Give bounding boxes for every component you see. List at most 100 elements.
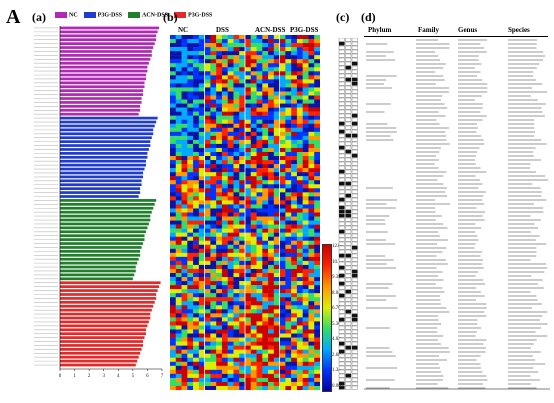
heatmap-cell bbox=[210, 216, 217, 221]
heatmap-cell bbox=[187, 99, 194, 104]
heatmap-cell bbox=[291, 228, 298, 233]
heatmap-cell bbox=[245, 301, 251, 306]
heatmap-cell bbox=[308, 172, 315, 177]
heatmap-cell bbox=[175, 192, 182, 197]
heatmap-cell bbox=[175, 349, 182, 354]
heatmap-cell bbox=[285, 377, 292, 383]
heatmap-cell bbox=[279, 147, 286, 153]
heatmap-cell bbox=[296, 160, 303, 165]
heatmap-cell bbox=[245, 79, 251, 84]
heatmap-cell bbox=[193, 192, 200, 197]
heatmap-cell bbox=[262, 212, 269, 217]
heatmap-cell bbox=[193, 337, 200, 342]
heatmap-cell bbox=[170, 204, 176, 209]
heatmap-cell bbox=[239, 160, 246, 165]
heatmap-cell bbox=[198, 123, 205, 128]
heatmap-cell bbox=[268, 297, 275, 302]
heatmap-cell bbox=[250, 63, 257, 68]
bar bbox=[60, 93, 144, 96]
heatmap-cell bbox=[302, 232, 309, 237]
heatmap-cell bbox=[170, 297, 176, 302]
grid-cell bbox=[338, 41, 345, 46]
heatmap-cell bbox=[296, 204, 303, 209]
heatmap-cell bbox=[233, 268, 240, 274]
heatmap-cell bbox=[291, 111, 298, 116]
heatmap-cell bbox=[245, 260, 251, 266]
heatmap-cell bbox=[187, 55, 194, 60]
grid-cell bbox=[351, 81, 358, 86]
heatmap-cell bbox=[187, 369, 194, 375]
heatmap-cell bbox=[262, 79, 269, 84]
heatmap-cell bbox=[256, 55, 263, 60]
heatmap-cell bbox=[187, 361, 194, 366]
heatmap-cell bbox=[245, 273, 251, 278]
heatmap-cell bbox=[221, 87, 228, 92]
heatmap-cell bbox=[314, 244, 320, 250]
heatmap-cell bbox=[250, 75, 257, 80]
heatmap-cell bbox=[181, 232, 188, 237]
heatmap-cell bbox=[175, 369, 182, 375]
grid-cell bbox=[345, 177, 352, 182]
heatmap-cell bbox=[204, 160, 211, 165]
heatmap-cell bbox=[170, 119, 176, 124]
heatmap-cell bbox=[262, 293, 269, 298]
grid-cell bbox=[338, 249, 345, 254]
heatmap-cell bbox=[198, 172, 205, 177]
heatmap-cell bbox=[198, 333, 205, 338]
heatmap-cell bbox=[256, 95, 263, 100]
heatmap-cell bbox=[187, 164, 194, 169]
heatmap-cell bbox=[170, 160, 176, 165]
heatmap-cell bbox=[239, 377, 246, 383]
heatmap-cell bbox=[170, 83, 176, 88]
heatmap-cell bbox=[302, 67, 309, 72]
heatmap-cell bbox=[302, 216, 309, 221]
heatmap-cell bbox=[273, 337, 280, 342]
grid-cell bbox=[351, 89, 358, 94]
heatmap-cell bbox=[204, 361, 211, 366]
heatmap-cell bbox=[187, 212, 194, 217]
heatmap-cell bbox=[170, 264, 176, 270]
heatmap-cell bbox=[216, 59, 223, 64]
grid-cell bbox=[345, 261, 352, 266]
heatmap-cell bbox=[268, 91, 275, 96]
heatmap-cell bbox=[198, 99, 205, 104]
heatmap-cell bbox=[245, 71, 251, 76]
heatmap-cell bbox=[187, 357, 194, 362]
bar bbox=[60, 46, 154, 49]
heatmap-cell bbox=[250, 248, 257, 254]
heatmap-cell bbox=[227, 357, 234, 362]
grid-cell bbox=[338, 277, 345, 282]
grid-cell bbox=[338, 241, 345, 246]
heatmap-cell bbox=[193, 204, 200, 209]
heatmap-cell bbox=[308, 277, 315, 282]
heatmap-cell bbox=[233, 51, 240, 56]
heatmap-cell bbox=[210, 248, 217, 254]
heatmap-cell bbox=[262, 51, 269, 56]
grid-cell bbox=[345, 221, 352, 226]
grid-cell bbox=[345, 257, 352, 262]
heatmap-cell bbox=[170, 385, 176, 390]
heatmap-cell bbox=[216, 184, 223, 189]
heatmap-cell bbox=[239, 293, 246, 298]
heatmap-cell bbox=[302, 47, 309, 52]
heatmap-cell bbox=[204, 385, 211, 390]
heatmap-cell bbox=[279, 333, 286, 338]
heatmap-cell bbox=[262, 313, 269, 318]
heatmap-cell bbox=[250, 345, 257, 350]
heatmap-cell bbox=[245, 47, 251, 52]
heatmap-cell bbox=[291, 268, 298, 274]
heatmap-cell bbox=[268, 353, 275, 358]
heatmap-cell bbox=[233, 188, 240, 193]
heatmap-cell bbox=[285, 143, 292, 149]
heatmap-cell bbox=[250, 273, 257, 278]
heatmap-cell bbox=[308, 168, 315, 173]
heatmap-cell bbox=[256, 200, 263, 205]
heatmap-cell bbox=[193, 361, 200, 366]
heatmap-cell bbox=[250, 196, 257, 201]
heatmap-cell bbox=[233, 160, 240, 165]
heatmap-cell bbox=[273, 91, 280, 96]
heatmap-cell bbox=[193, 313, 200, 318]
heatmap-cell bbox=[181, 293, 188, 298]
heatmap-cell bbox=[210, 353, 217, 358]
heatmap-cell bbox=[216, 277, 223, 282]
